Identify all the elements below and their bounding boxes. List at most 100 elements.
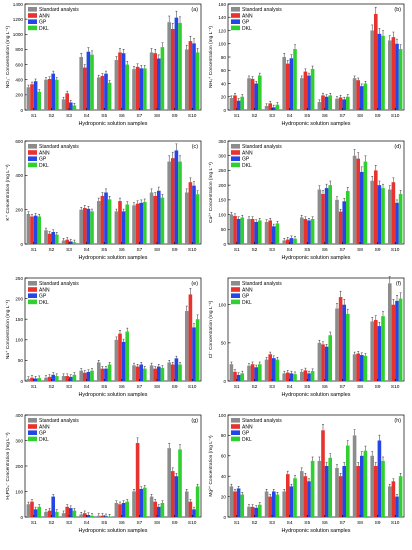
bar xyxy=(86,51,91,110)
bar xyxy=(254,507,259,517)
bar xyxy=(346,191,350,244)
bar xyxy=(307,220,311,244)
bar xyxy=(282,373,286,381)
bar xyxy=(360,455,364,517)
bar xyxy=(170,158,175,244)
panel-label: (c) xyxy=(192,144,198,150)
chart-panel: 0 20 40 60 80 100 120 140 160 S1 S2 S3 S4 S5 S6 S7 S8 S9 S… xyxy=(208,2,405,127)
x-tick-label: S4 xyxy=(84,384,90,390)
x-tick-label: S3 xyxy=(269,247,275,253)
bar xyxy=(335,308,339,381)
bar xyxy=(381,316,385,381)
bar xyxy=(79,57,83,110)
chart-panel: 0 200 400 600 S1 S2 S3 S4 S5 S6 S7 S8 S9 S10 Hydroponi… xyxy=(5,139,202,261)
legend-label: GP xyxy=(242,294,250,300)
legend-label: ANN xyxy=(242,287,253,293)
bar xyxy=(26,504,31,517)
y-tick-label: 120 xyxy=(218,28,226,33)
bar xyxy=(233,371,237,381)
bar xyxy=(33,81,38,110)
legend-swatch xyxy=(231,281,240,286)
legend-swatch xyxy=(28,19,37,24)
x-tick-label: S5 xyxy=(101,247,107,253)
x-axis-label: Hydroponic solution samples xyxy=(282,255,351,261)
bar xyxy=(236,100,241,110)
y-tick-label: 100 xyxy=(218,42,226,47)
bar xyxy=(51,231,56,244)
bar xyxy=(65,239,69,244)
x-tick-label: S3 xyxy=(66,247,72,253)
legend-swatch xyxy=(28,13,37,18)
bar xyxy=(107,82,112,110)
bar xyxy=(125,331,130,381)
bar xyxy=(258,504,262,517)
y-tick-label: 200 xyxy=(218,183,226,188)
x-tick-label: S1 xyxy=(234,247,240,253)
x-tick-label: S5 xyxy=(304,520,310,526)
legend-label: ANN xyxy=(242,13,253,19)
x-tick-label: S7 xyxy=(339,520,345,526)
bar xyxy=(233,95,237,110)
bar xyxy=(167,448,171,517)
legend-swatch xyxy=(231,13,240,18)
plot-frame xyxy=(24,3,202,111)
bar xyxy=(135,66,140,110)
bar xyxy=(135,443,140,517)
bar xyxy=(387,189,392,244)
bar xyxy=(236,218,241,244)
bar xyxy=(195,319,200,381)
chart-panel: 0 50 100 150 200 250 S1 S2 S3 S4 S5 S6 S7 S8 S9 S10 Hydr… xyxy=(5,276,202,398)
bar xyxy=(363,161,368,244)
x-tick-label: S2 xyxy=(48,520,54,526)
bar xyxy=(303,476,308,517)
bar xyxy=(153,53,157,110)
x-tick-label: S4 xyxy=(84,247,90,253)
x-tick-label: S1 xyxy=(31,113,37,119)
bar xyxy=(391,304,396,381)
bar xyxy=(51,496,56,517)
bar xyxy=(352,435,357,517)
bar xyxy=(398,49,403,110)
panel-label: (a) xyxy=(191,7,198,13)
x-tick-label: S8 xyxy=(357,384,363,390)
bar xyxy=(250,78,255,110)
x-tick-label: S8 xyxy=(357,113,363,119)
bar xyxy=(121,502,126,517)
bar xyxy=(268,496,272,517)
x-tick-label: S2 xyxy=(251,113,257,119)
legend-swatch xyxy=(28,430,37,435)
legend-label: DKL xyxy=(242,437,252,443)
bar xyxy=(125,204,130,244)
y-tick-label: 140 xyxy=(218,15,226,20)
bar xyxy=(275,494,280,517)
bar xyxy=(132,205,136,244)
bar xyxy=(258,364,262,381)
bar xyxy=(356,466,360,517)
x-tick-label: S6 xyxy=(322,384,328,390)
x-axis-label: Hydroponic solution samples xyxy=(79,255,148,261)
bar xyxy=(268,103,272,110)
legend-label: DKL xyxy=(39,437,49,443)
bar xyxy=(299,217,304,244)
x-tick-label: S8 xyxy=(357,247,363,253)
legend-label: GP xyxy=(242,431,250,437)
bar xyxy=(229,364,234,381)
bar xyxy=(377,440,382,517)
bar xyxy=(55,79,59,110)
bar xyxy=(317,189,322,244)
bar xyxy=(69,102,73,110)
bar xyxy=(303,218,308,244)
y-tick-label: 0 xyxy=(20,379,23,384)
bar xyxy=(324,346,329,381)
x-tick-label: S4 xyxy=(84,113,90,119)
x-tick-label: S2 xyxy=(251,247,257,253)
bar xyxy=(104,73,108,110)
y-tick-label: 100 xyxy=(218,413,226,418)
x-tick-label: S6 xyxy=(322,520,328,526)
y-tick-label: 400 xyxy=(15,78,23,83)
bar xyxy=(160,197,165,244)
legend-label: ANN xyxy=(242,424,253,430)
bar xyxy=(360,355,364,381)
legend-label: Standard analysis xyxy=(242,144,282,150)
bar xyxy=(118,504,122,517)
